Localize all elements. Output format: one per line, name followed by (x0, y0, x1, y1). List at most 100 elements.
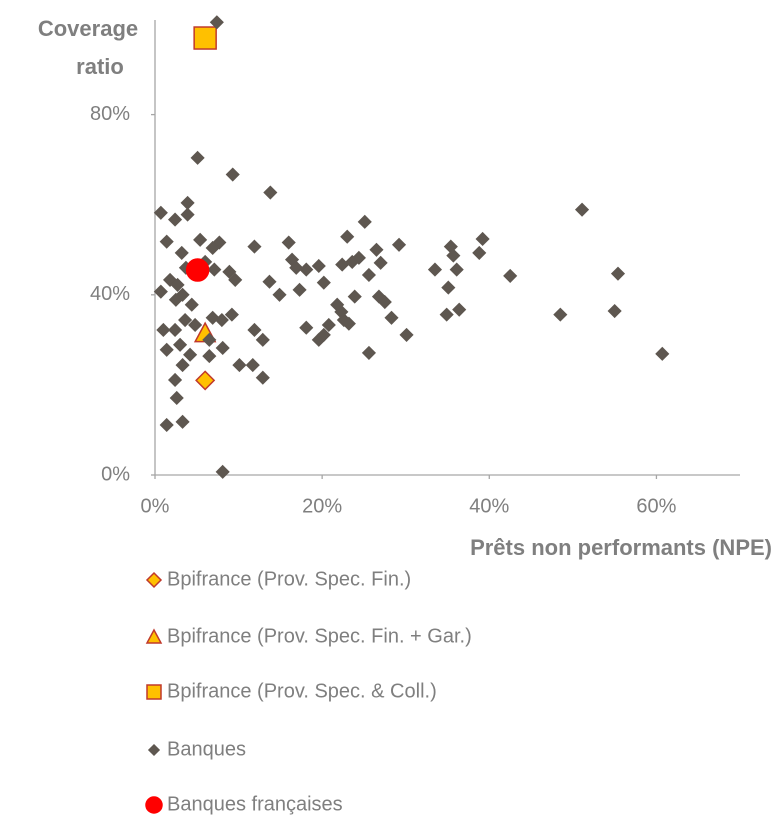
x-tick-label: 20% (302, 495, 342, 517)
point (399, 327, 414, 342)
point (292, 282, 307, 297)
point (449, 262, 464, 277)
point (299, 262, 314, 277)
point (180, 207, 195, 222)
point (159, 342, 174, 357)
y-tick-label: 0% (101, 463, 130, 485)
point (255, 370, 270, 385)
point (153, 284, 168, 299)
point (384, 310, 399, 325)
point (341, 316, 356, 331)
point (299, 320, 314, 335)
x-tick-label: 40% (469, 495, 509, 517)
point (175, 414, 190, 429)
point (351, 250, 366, 265)
legend-label: Bpifrance (Prov. Spec. & Coll.) (167, 680, 437, 702)
point (162, 272, 178, 287)
point (193, 232, 208, 247)
legend-label: Bpifrance (Prov. Spec. Fin. + Gar.) (167, 625, 472, 647)
point (655, 346, 670, 361)
point (190, 150, 205, 165)
point (610, 266, 626, 281)
y-tick-label: 40% (90, 283, 130, 305)
point (391, 237, 407, 252)
point (167, 212, 183, 227)
x-tick-label: 0% (141, 495, 170, 517)
point (446, 248, 461, 263)
point (357, 214, 372, 229)
point (225, 167, 240, 182)
point (188, 317, 203, 333)
x-axis-title: Prêts non performants (NPE) (470, 535, 772, 560)
point (439, 307, 454, 322)
point (222, 264, 237, 279)
point (209, 15, 224, 30)
point (373, 255, 388, 270)
point (361, 267, 377, 283)
point (321, 317, 336, 333)
point (205, 240, 220, 256)
point (452, 302, 467, 317)
point (173, 337, 188, 352)
point (361, 345, 377, 360)
legend-marker (145, 796, 163, 814)
y-axis-title: ratio (76, 54, 124, 79)
point (175, 287, 190, 302)
point (232, 358, 247, 373)
point (607, 303, 622, 319)
legend-label: Banques (167, 738, 246, 760)
point (185, 258, 210, 282)
point (175, 358, 190, 373)
point (503, 268, 518, 283)
point (224, 307, 239, 322)
point (472, 245, 487, 260)
point (170, 277, 185, 292)
point (316, 275, 331, 290)
point (174, 245, 189, 260)
point (212, 235, 227, 250)
legend-marker (146, 684, 162, 700)
point (245, 358, 260, 373)
point (262, 274, 277, 289)
point (202, 332, 217, 347)
point (289, 260, 304, 275)
point (377, 294, 392, 310)
legend-marker (147, 743, 161, 757)
point (202, 349, 217, 364)
point (207, 262, 222, 277)
point (214, 312, 229, 328)
point (335, 257, 350, 272)
point (255, 332, 270, 347)
point (180, 195, 195, 210)
point (159, 234, 174, 249)
point (183, 347, 198, 362)
y-axis-title: Coverage (38, 16, 138, 41)
point (193, 26, 217, 50)
point (195, 370, 216, 391)
point (427, 262, 443, 277)
point (178, 312, 193, 328)
point (272, 287, 287, 302)
point (169, 390, 184, 406)
point (247, 239, 262, 254)
point (156, 322, 171, 338)
point (475, 231, 490, 247)
legend-marker (145, 628, 163, 644)
point (340, 229, 355, 244)
point (247, 322, 262, 338)
point (167, 372, 183, 388)
point (159, 417, 174, 433)
point (553, 307, 568, 322)
point (184, 297, 199, 312)
point (281, 235, 296, 250)
point (153, 205, 168, 220)
point (215, 464, 230, 479)
point (441, 280, 456, 295)
legend-label: Bpifrance (Prov. Spec. Fin.) (167, 568, 411, 590)
point (316, 327, 331, 342)
point (228, 272, 243, 287)
point (369, 242, 384, 257)
point (215, 340, 230, 356)
x-tick-label: 60% (636, 495, 676, 517)
